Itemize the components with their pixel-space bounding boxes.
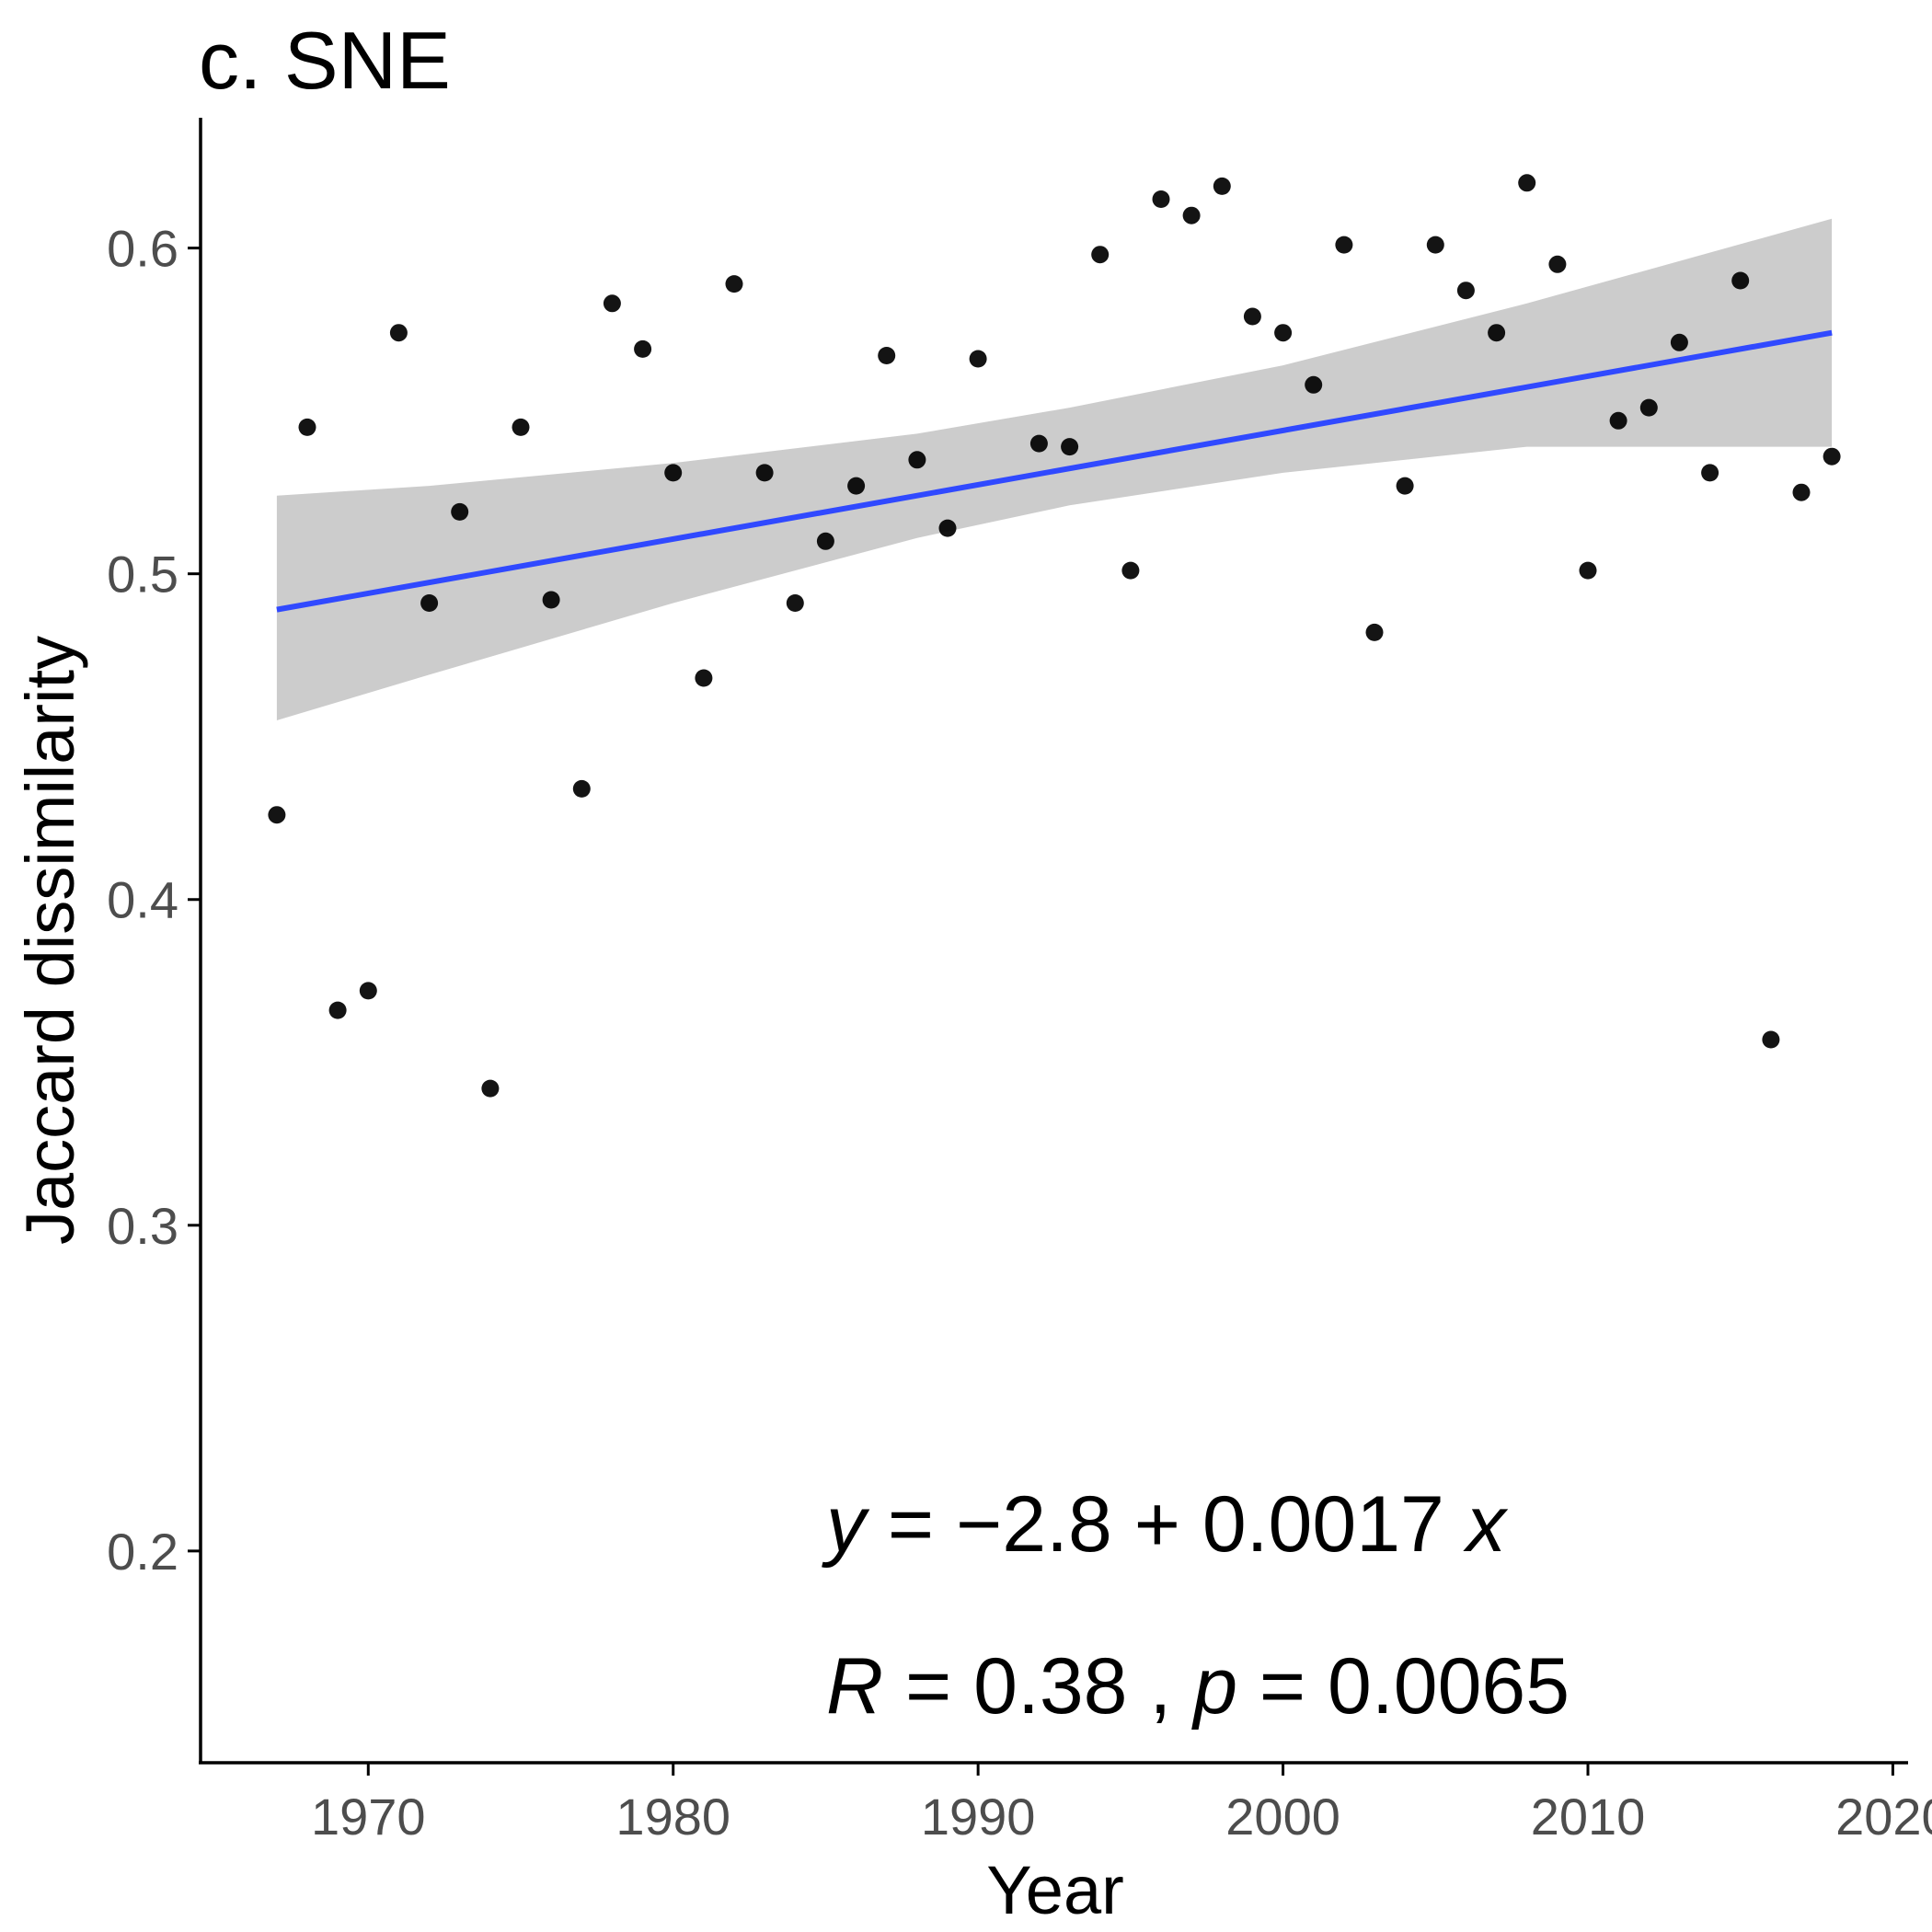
data-point [1061, 438, 1079, 456]
data-point [1152, 190, 1170, 208]
data-point [298, 418, 316, 436]
data-point [1396, 477, 1414, 495]
y-tick-label: 0.3 [107, 1197, 178, 1255]
data-point [512, 418, 530, 436]
data-point [1091, 246, 1110, 264]
data-point [969, 350, 987, 368]
y-tick-label: 0.5 [107, 546, 178, 604]
equation-x-var: x [1463, 1480, 1509, 1569]
x-tick-label: 1990 [921, 1788, 1036, 1846]
equation-intercept: 2.8 [1002, 1480, 1112, 1569]
fit-line-layer [276, 329, 1833, 613]
data-point [634, 339, 652, 358]
data-point [542, 591, 560, 609]
chart-title: c. SNE [199, 15, 451, 106]
equation-equals: = [866, 1480, 956, 1569]
regression-equation: y = −2.8 + 0.0017 x [822, 1480, 1509, 1569]
x-tick-label: 1980 [615, 1788, 730, 1846]
data-point [1182, 206, 1201, 224]
data-point [1762, 1030, 1780, 1049]
data-point [755, 464, 774, 482]
data-point [1305, 375, 1323, 394]
data-point [816, 532, 834, 550]
data-point [603, 294, 621, 313]
equation-slope: 0.0017 [1202, 1480, 1444, 1569]
points-layer [268, 174, 1841, 1098]
y-axis-title: Jaccard dissimilarity [12, 636, 88, 1245]
data-point [572, 779, 591, 798]
data-point [1029, 434, 1048, 453]
x-tick-label: 1970 [311, 1788, 426, 1846]
y-tick-label: 0.2 [107, 1523, 178, 1581]
equation-y-var: y [822, 1480, 870, 1569]
data-point [1548, 255, 1567, 273]
data-point [481, 1079, 500, 1098]
data-point [1213, 177, 1231, 195]
equation-plus: + [1112, 1480, 1202, 1569]
data-point [1243, 307, 1261, 326]
data-point [451, 502, 469, 521]
correlation-stats: R = 0.38 , p = 0.0065 [826, 1642, 1570, 1731]
stats-p-value: = 0.0065 [1237, 1642, 1570, 1731]
data-point [1335, 236, 1353, 254]
data-point [1579, 561, 1597, 580]
stats-r-value: = 0.38 , [883, 1642, 1193, 1731]
stats-r-var: R [826, 1642, 883, 1731]
data-point [878, 347, 896, 364]
data-point [328, 1001, 347, 1019]
y-ticks: 0.2 0.3 0.4 0.5 0.6 [107, 220, 201, 1581]
data-point [1639, 398, 1658, 417]
data-point [1609, 411, 1627, 430]
data-point [389, 324, 408, 342]
data-point [268, 806, 286, 824]
stats-p-var: p [1190, 1642, 1237, 1731]
data-point [847, 477, 866, 495]
data-point [938, 519, 957, 537]
data-point [1121, 561, 1140, 580]
regression-line [276, 329, 1833, 613]
data-point [1823, 447, 1841, 466]
data-point [664, 464, 683, 482]
x-tick-label: 2000 [1225, 1788, 1340, 1846]
data-point [420, 594, 439, 612]
data-point [1488, 324, 1506, 342]
x-axis-title: Year [986, 1852, 1124, 1928]
x-tick-label: 2010 [1531, 1788, 1646, 1846]
data-point [725, 275, 743, 293]
data-point [1792, 483, 1811, 501]
equation-space [1444, 1480, 1466, 1569]
equation-minus: − [956, 1480, 1002, 1569]
data-point [1365, 623, 1384, 641]
y-tick-label: 0.6 [107, 220, 178, 278]
data-point [1456, 282, 1475, 300]
data-point [786, 594, 804, 612]
data-point [1426, 236, 1444, 254]
data-point [359, 982, 377, 1000]
data-point [1518, 174, 1536, 192]
data-point [1274, 324, 1293, 342]
data-point [1670, 333, 1688, 351]
data-point [908, 451, 926, 469]
data-point [1701, 464, 1719, 482]
y-tick-label: 0.4 [107, 871, 178, 929]
data-point [1731, 271, 1750, 290]
data-point [695, 669, 713, 687]
